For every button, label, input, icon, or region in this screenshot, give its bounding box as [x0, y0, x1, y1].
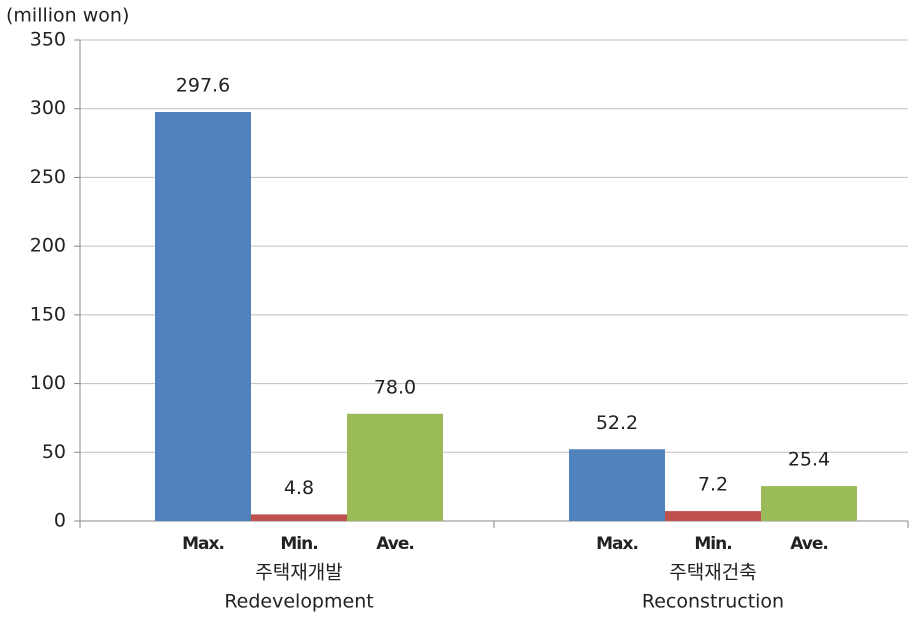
value-label: 78.0 [374, 376, 416, 398]
bar [251, 514, 347, 521]
series-label: Ave. [790, 534, 828, 554]
value-label: 4.8 [284, 477, 314, 499]
y-tick-label: 0 [54, 510, 66, 532]
x-tick-label-en: Redevelopment [224, 591, 373, 613]
series-label: Min. [694, 534, 731, 554]
y-tick-label: 350 [30, 29, 66, 51]
y-tick-label: 150 [30, 303, 66, 325]
value-label: 7.2 [698, 474, 728, 496]
y-tick-label: 100 [30, 372, 66, 394]
series-label: Max. [182, 534, 224, 554]
bar [569, 449, 665, 521]
x-tick-label: 주택재개발 [255, 562, 342, 584]
value-label: 297.6 [176, 75, 230, 97]
y-tick-label: 50 [42, 441, 66, 463]
x-tick-label-en: Reconstruction [642, 591, 784, 613]
y-axis-label: (million won) [6, 5, 129, 27]
series-label: Min. [280, 534, 317, 554]
series-label: Ave. [376, 534, 414, 554]
bar [665, 511, 761, 521]
y-tick-label: 300 [30, 97, 66, 119]
series-label: Max. [596, 534, 638, 554]
value-label: 52.2 [596, 412, 638, 434]
bar [761, 486, 857, 521]
y-tick-label: 200 [30, 235, 66, 257]
x-tick-label: 주택재건축 [669, 562, 756, 584]
bar [347, 413, 443, 521]
y-tick-label: 250 [30, 166, 66, 188]
value-label: 25.4 [788, 449, 830, 471]
bar [155, 112, 251, 521]
